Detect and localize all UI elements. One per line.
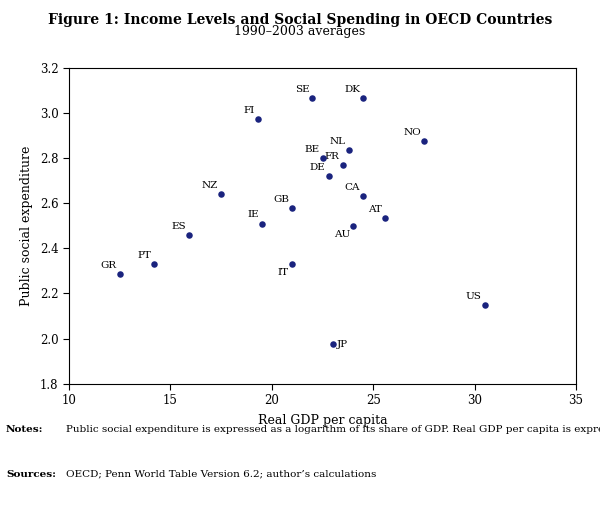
Point (308, 94, 317, 102)
Point (287, 204, 297, 212)
Point (480, 301, 490, 309)
Text: FR: FR (325, 152, 340, 161)
Text: AU: AU (334, 230, 350, 239)
Text: 1990–2003 averages: 1990–2003 averages (235, 25, 365, 38)
Text: SE: SE (295, 85, 310, 94)
Text: ES: ES (171, 222, 185, 231)
X-axis label: Real GDP per capita: Real GDP per capita (257, 414, 388, 427)
Point (257, 219, 266, 228)
Text: Sources:: Sources: (6, 470, 56, 479)
Text: OECD; Penn World Table Version 6.2; author’s calculations: OECD; Penn World Table Version 6.2; auth… (66, 470, 376, 479)
Point (380, 213, 390, 222)
Point (184, 231, 193, 239)
Text: GR: GR (101, 261, 116, 270)
Text: US: US (466, 292, 482, 301)
Point (149, 260, 159, 268)
Point (358, 94, 368, 102)
Text: NL: NL (330, 137, 346, 146)
Text: IE: IE (247, 210, 259, 219)
Text: JP: JP (337, 340, 348, 349)
Point (419, 137, 429, 145)
Text: GB: GB (273, 195, 289, 204)
Point (328, 340, 337, 348)
Point (344, 146, 353, 155)
Text: FI: FI (244, 105, 254, 114)
Text: Figure 1: Income Levels and Social Spending in OECD Countries: Figure 1: Income Levels and Social Spend… (48, 13, 552, 27)
Point (348, 221, 358, 230)
Point (358, 192, 368, 200)
Y-axis label: Public social expenditure: Public social expenditure (20, 146, 33, 306)
Text: Notes:: Notes: (6, 425, 44, 434)
Text: IT: IT (278, 268, 289, 277)
Point (318, 154, 328, 162)
Point (324, 172, 334, 180)
Text: Public social expenditure is expressed as a logarithm of its share of GDP. Real : Public social expenditure is expressed a… (66, 425, 600, 434)
Point (338, 161, 347, 169)
Text: PT: PT (137, 251, 151, 260)
Text: NO: NO (403, 128, 421, 137)
Point (253, 114, 262, 123)
Point (217, 190, 226, 198)
Text: DE: DE (310, 163, 326, 172)
Text: NZ: NZ (202, 181, 218, 190)
Point (287, 260, 297, 268)
Text: CA: CA (344, 183, 360, 193)
Text: DK: DK (344, 85, 360, 94)
Text: AT: AT (368, 205, 382, 214)
Point (115, 270, 125, 278)
Text: BE: BE (304, 145, 319, 154)
